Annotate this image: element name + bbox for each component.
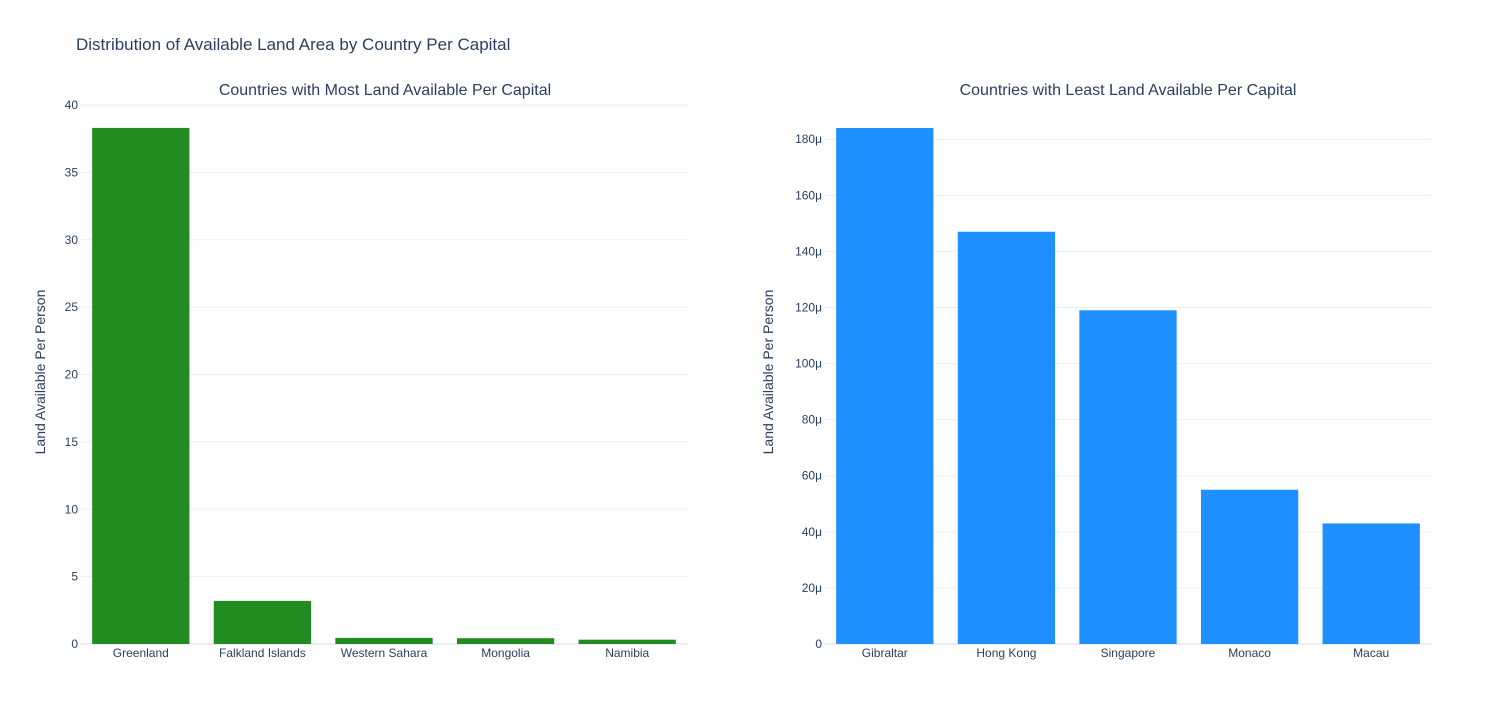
right-bar-singapore[interactable] [1079, 310, 1177, 644]
left-y-tick-label: 40 [65, 98, 79, 112]
left-bars [92, 127, 676, 645]
left-y-tick-label: 10 [65, 502, 79, 516]
right-y-tick-label: 20μ [802, 581, 822, 595]
right-y-tick-label: 160μ [795, 188, 822, 202]
right-x-tick-label: Singapore [1101, 646, 1156, 660]
left-x-ticks: Greenland Falkland Islands Western Sahara M… [113, 646, 650, 660]
left-x-tick-label: Falkland Islands [219, 646, 306, 660]
left-x-tick-label: Western Sahara [341, 646, 428, 660]
left-bar-chart: Countries with Most Land Available Per C… [32, 82, 688, 660]
right-chart-title: Countries with Least Land Available Per … [960, 82, 1297, 99]
right-x-tick-label: Monaco [1228, 646, 1271, 660]
left-y-tick-label: 20 [65, 368, 79, 382]
right-x-tick-label: Gibraltar [862, 646, 908, 660]
right-y-ticks: 0 20μ 40μ 60μ 80μ 100μ 120μ 140μ 160μ 180μ [795, 132, 822, 651]
left-y-tick-label: 0 [71, 637, 78, 651]
left-bar-mongolia[interactable] [456, 638, 555, 644]
right-y-tick-label: 140μ [795, 244, 822, 258]
left-y-tick-label: 30 [65, 233, 79, 247]
right-x-tick-label: Macau [1353, 646, 1389, 660]
right-y-axis-title: Land Available Per Person [760, 290, 776, 455]
right-bars [836, 128, 1420, 644]
right-x-ticks: Gibraltar Hong Kong Singapore Monaco Macau [862, 646, 1389, 660]
left-y-tick-label: 15 [65, 435, 79, 449]
right-bar-monaco[interactable] [1200, 489, 1299, 644]
left-bar-falkland-islands[interactable] [213, 600, 312, 644]
right-bar-hong-kong[interactable] [957, 231, 1056, 644]
right-bar-chart: Countries with Least Land Available Per … [760, 82, 1432, 660]
right-y-tick-label: 100μ [795, 357, 822, 371]
left-y-tick-label: 5 [71, 570, 78, 584]
left-y-tick-label: 35 [65, 165, 79, 179]
right-y-tick-label: 180μ [795, 132, 822, 146]
left-bar-greenland[interactable] [92, 127, 190, 645]
right-y-tick-label: 0 [815, 637, 822, 651]
right-y-tick-label: 80μ [802, 413, 822, 427]
left-y-ticks: 0 5 10 15 20 25 30 35 40 [65, 98, 79, 651]
left-x-tick-label: Mongolia [481, 646, 530, 660]
figure-title: Distribution of Available Land Area by C… [76, 35, 510, 54]
left-x-tick-label: Greenland [113, 646, 169, 660]
left-x-tick-label: Namibia [605, 646, 649, 660]
left-y-tick-label: 25 [65, 300, 79, 314]
right-bar-macau[interactable] [1322, 523, 1420, 644]
right-y-tick-label: 60μ [802, 469, 822, 483]
left-bar-western-sahara[interactable] [335, 637, 433, 644]
left-chart-title: Countries with Most Land Available Per C… [219, 82, 551, 99]
right-x-tick-label: Hong Kong [976, 646, 1036, 660]
right-y-tick-label: 40μ [802, 525, 822, 539]
right-bar-gibraltar[interactable] [836, 128, 934, 644]
left-bar-namibia[interactable] [578, 639, 676, 644]
left-y-axis-title: Land Available Per Person [32, 290, 48, 455]
right-y-tick-label: 120μ [795, 300, 822, 314]
